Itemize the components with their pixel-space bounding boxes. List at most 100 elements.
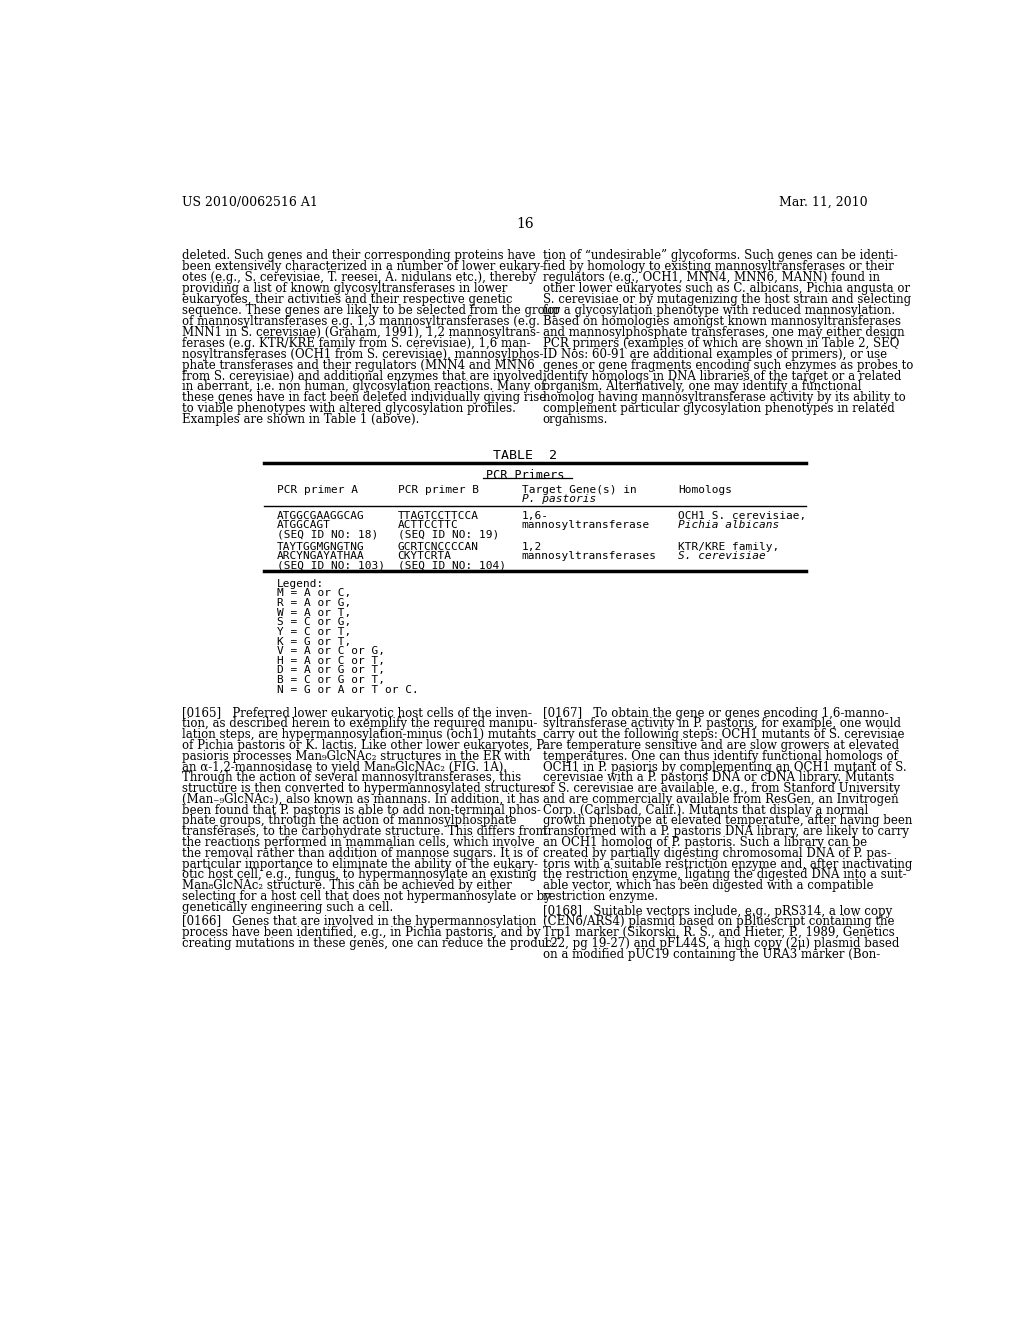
Text: temperatures. One can thus identify functional homologs of: temperatures. One can thus identify func… [543, 750, 897, 763]
Text: Corp. (Carlsbad, Calif.). Mutants that display a normal: Corp. (Carlsbad, Calif.). Mutants that d… [543, 804, 868, 817]
Text: S. cerevisiae or by mutagenizing the host strain and selecting: S. cerevisiae or by mutagenizing the hos… [543, 293, 910, 306]
Text: ATGGCGAAGGCAG: ATGGCGAAGGCAG [276, 511, 365, 521]
Text: fied by homology to existing mannosyltransferases or their: fied by homology to existing mannosyltra… [543, 260, 894, 273]
Text: PCR primer B: PCR primer B [397, 484, 478, 495]
Text: process have been identified, e.g., in Pichia pastoris, and by: process have been identified, e.g., in P… [182, 927, 541, 939]
Text: complement particular glycosylation phenotypes in related: complement particular glycosylation phen… [543, 403, 894, 416]
Text: M = A or C,: M = A or C, [276, 589, 351, 598]
Text: TTAGTCCTTCCA: TTAGTCCTTCCA [397, 511, 478, 521]
Text: W = A or T,: W = A or T, [276, 607, 351, 618]
Text: [0168]   Suitable vectors include, e.g., pRS314, a low copy: [0168] Suitable vectors include, e.g., p… [543, 904, 892, 917]
Text: syltransferase activity in P. pastoris, for example, one would: syltransferase activity in P. pastoris, … [543, 718, 901, 730]
Text: OCH1 S. cerevisiae,: OCH1 S. cerevisiae, [678, 511, 807, 521]
Text: structure is then converted to hypermannosylated structures: structure is then converted to hypermann… [182, 781, 546, 795]
Text: mannosyltransferases: mannosyltransferases [521, 552, 656, 561]
Text: other lower eukaryotes such as C. albicans, Pichia angusta or: other lower eukaryotes such as C. albica… [543, 282, 909, 296]
Text: eukaryotes, their activities and their respective genetic: eukaryotes, their activities and their r… [182, 293, 513, 306]
Text: these genes have in fact been deleted individually giving rise: these genes have in fact been deleted in… [182, 392, 547, 404]
Text: tion of “undesirable” glycoforms. Such genes can be identi-: tion of “undesirable” glycoforms. Such g… [543, 249, 897, 263]
Text: [0166]   Genes that are involved in the hypermannosylation: [0166] Genes that are involved in the hy… [182, 915, 537, 928]
Text: Pichia albicans: Pichia albicans [678, 520, 779, 531]
Text: and are commercially available from ResGen, an Invitrogen: and are commercially available from ResG… [543, 793, 898, 807]
Text: mannosyltransferase: mannosyltransferase [521, 520, 650, 531]
Text: Examples are shown in Table 1 (above).: Examples are shown in Table 1 (above). [182, 413, 420, 426]
Text: been found that P. pastoris is able to add non-terminal phos-: been found that P. pastoris is able to a… [182, 804, 541, 817]
Text: Y = C or T,: Y = C or T, [276, 627, 351, 638]
Text: of mannosyltransferases e.g. 1,3 mannosyltransferases (e.g.: of mannosyltransferases e.g. 1,3 mannosy… [182, 315, 540, 327]
Text: TABLE  2: TABLE 2 [493, 449, 557, 462]
Text: otic host cell, e.g., fungus, to hypermannosylate an existing: otic host cell, e.g., fungus, to hyperma… [182, 869, 537, 882]
Text: (SEQ ID NO: 18): (SEQ ID NO: 18) [276, 529, 378, 540]
Text: deleted. Such genes and their corresponding proteins have: deleted. Such genes and their correspond… [182, 249, 536, 263]
Text: phate transferases and their regulators (MNN4 and MNN6: phate transferases and their regulators … [182, 359, 535, 372]
Text: tion, as described herein to exemplify the required manipu-: tion, as described herein to exemplify t… [182, 718, 538, 730]
Text: D = A or G or T,: D = A or G or T, [276, 665, 385, 676]
Text: from S. cerevisiae) and additional enzymes that are involved: from S. cerevisiae) and additional enzym… [182, 370, 543, 383]
Text: transferases, to the carbohydrate structure. This differs from: transferases, to the carbohydrate struct… [182, 825, 547, 838]
Text: ID Nos: 60-91 are additional examples of primers), or use: ID Nos: 60-91 are additional examples of… [543, 347, 887, 360]
Text: (SEQ ID NO: 103): (SEQ ID NO: 103) [276, 561, 385, 570]
Text: regulators (e.g., OCH1, MNN4, MNN6, MANN) found in: regulators (e.g., OCH1, MNN4, MNN6, MANN… [543, 271, 880, 284]
Text: nosyltransferases (OCH1 from S. cerevisiae), mannosylphos-: nosyltransferases (OCH1 from S. cerevisi… [182, 347, 544, 360]
Text: B = C or G or T,: B = C or G or T, [276, 675, 385, 685]
Text: (Man₋₉GlcNAc₂), also known as mannans. In addition, it has: (Man₋₉GlcNAc₂), also known as mannans. I… [182, 793, 540, 807]
Text: 16: 16 [516, 216, 534, 231]
Text: Based on homologies amongst known mannosyltransferases: Based on homologies amongst known mannos… [543, 315, 901, 327]
Text: CKYTCRTA: CKYTCRTA [397, 552, 452, 561]
Text: in aberrant, i.e. non human, glycosylation reactions. Many of: in aberrant, i.e. non human, glycosylati… [182, 380, 546, 393]
Text: Man₈GlcNAc₂ structure. This can be achieved by either: Man₈GlcNAc₂ structure. This can be achie… [182, 879, 512, 892]
Text: sequence. These genes are likely to be selected from the group: sequence. These genes are likely to be s… [182, 304, 560, 317]
Text: (SEQ ID NO: 19): (SEQ ID NO: 19) [397, 529, 499, 540]
Text: GCRTCNCCCCAN: GCRTCNCCCCAN [397, 543, 478, 552]
Text: S. cerevisiae: S. cerevisiae [678, 552, 766, 561]
Text: on a modified pUC19 containing the URA3 marker (Bon-: on a modified pUC19 containing the URA3 … [543, 948, 880, 961]
Text: ARCYNGAYATHAA: ARCYNGAYATHAA [276, 552, 365, 561]
Text: [0165]   Preferred lower eukaryotic host cells of the inven-: [0165] Preferred lower eukaryotic host c… [182, 706, 532, 719]
Text: otes (e.g., S. cerevisiae, T. reesei, A. nidulans etc.), thereby: otes (e.g., S. cerevisiae, T. reesei, A.… [182, 271, 536, 284]
Text: restriction enzyme.: restriction enzyme. [543, 890, 657, 903]
Text: K = G or T,: K = G or T, [276, 636, 351, 647]
Text: [0167]   To obtain the gene or genes encoding 1,6-manno-: [0167] To obtain the gene or genes encod… [543, 706, 888, 719]
Text: organism. Alternatively, one may identify a functional: organism. Alternatively, one may identif… [543, 380, 861, 393]
Text: carry out the following steps: OCH1 mutants of S. cerevisiae: carry out the following steps: OCH1 muta… [543, 729, 904, 742]
Text: to viable phenotypes with altered glycosylation profiles.: to viable phenotypes with altered glycos… [182, 403, 516, 416]
Text: Target Gene(s) in: Target Gene(s) in [521, 484, 637, 495]
Text: Legend:: Legend: [276, 579, 324, 589]
Text: PCR primers (examples of which are shown in Table 2, SEQ: PCR primers (examples of which are shown… [543, 337, 899, 350]
Text: cerevisiae with a P. pastoris DNA or cDNA library. Mutants: cerevisiae with a P. pastoris DNA or cDN… [543, 771, 894, 784]
Text: the restriction enzyme, ligating the digested DNA into a suit-: the restriction enzyme, ligating the dig… [543, 869, 906, 882]
Text: been extensively characterized in a number of lower eukary-: been extensively characterized in a numb… [182, 260, 544, 273]
Text: creating mutations in these genes, one can reduce the produc-: creating mutations in these genes, one c… [182, 937, 556, 950]
Text: US 2010/0062516 A1: US 2010/0062516 A1 [182, 197, 318, 209]
Text: of S. cerevisiae are available, e.g., from Stanford University: of S. cerevisiae are available, e.g., fr… [543, 781, 900, 795]
Text: (SEQ ID NO: 104): (SEQ ID NO: 104) [397, 561, 506, 570]
Text: H = A or C or T,: H = A or C or T, [276, 656, 385, 665]
Text: Mar. 11, 2010: Mar. 11, 2010 [778, 197, 867, 209]
Text: providing a list of known glycosyltransferases in lower: providing a list of known glycosyltransf… [182, 282, 508, 296]
Text: toris with a suitable restriction enzyme and, after inactivating: toris with a suitable restriction enzyme… [543, 858, 912, 871]
Text: growth phenotype at elevated temperature, after having been: growth phenotype at elevated temperature… [543, 814, 912, 828]
Text: PCR primer A: PCR primer A [276, 484, 357, 495]
Text: N = G or A or T or C.: N = G or A or T or C. [276, 685, 419, 694]
Text: 1,2: 1,2 [521, 543, 542, 552]
Text: 1,6-: 1,6- [521, 511, 549, 521]
Text: the reactions performed in mammalian cells, which involve: the reactions performed in mammalian cel… [182, 836, 535, 849]
Text: Trp1 marker (Sikorski, R. S., and Hieter, P., 1989, Genetics: Trp1 marker (Sikorski, R. S., and Hieter… [543, 927, 894, 939]
Text: ATGGCAGT: ATGGCAGT [276, 520, 331, 531]
Text: (CEN6/ARS4) plasmid based on pBluescript containing the: (CEN6/ARS4) plasmid based on pBluescript… [543, 915, 894, 928]
Text: transformed with a P. pastoris DNA library, are likely to carry: transformed with a P. pastoris DNA libra… [543, 825, 908, 838]
Text: an OCH1 homolog of P. pastoris. Such a library can be: an OCH1 homolog of P. pastoris. Such a l… [543, 836, 866, 849]
Text: lation steps, are hypermannosylation-minus (och1) mutants: lation steps, are hypermannosylation-min… [182, 729, 537, 742]
Text: and mannosylphosphate transferases, one may either design: and mannosylphosphate transferases, one … [543, 326, 904, 339]
Text: the removal rather than addition of mannose sugars. It is of: the removal rather than addition of mann… [182, 847, 539, 859]
Text: for a glycosylation phenotype with reduced mannosylation.: for a glycosylation phenotype with reduc… [543, 304, 895, 317]
Text: genes or gene fragments encoding such enzymes as probes to: genes or gene fragments encoding such en… [543, 359, 913, 372]
Text: created by partially digesting chromosomal DNA of P. pas-: created by partially digesting chromosom… [543, 847, 891, 859]
Text: phate groups, through the action of mannosylphosphate: phate groups, through the action of mann… [182, 814, 517, 828]
Text: R = A or G,: R = A or G, [276, 598, 351, 609]
Text: 122, pg 19-27) and pFL44S, a high copy (2μ) plasmid based: 122, pg 19-27) and pFL44S, a high copy (… [543, 937, 899, 950]
Text: identify homologs in DNA libraries of the target or a related: identify homologs in DNA libraries of th… [543, 370, 901, 383]
Text: are temperature sensitive and are slow growers at elevated: are temperature sensitive and are slow g… [543, 739, 899, 752]
Text: organisms.: organisms. [543, 413, 608, 426]
Text: KTR/KRE family,: KTR/KRE family, [678, 543, 779, 552]
